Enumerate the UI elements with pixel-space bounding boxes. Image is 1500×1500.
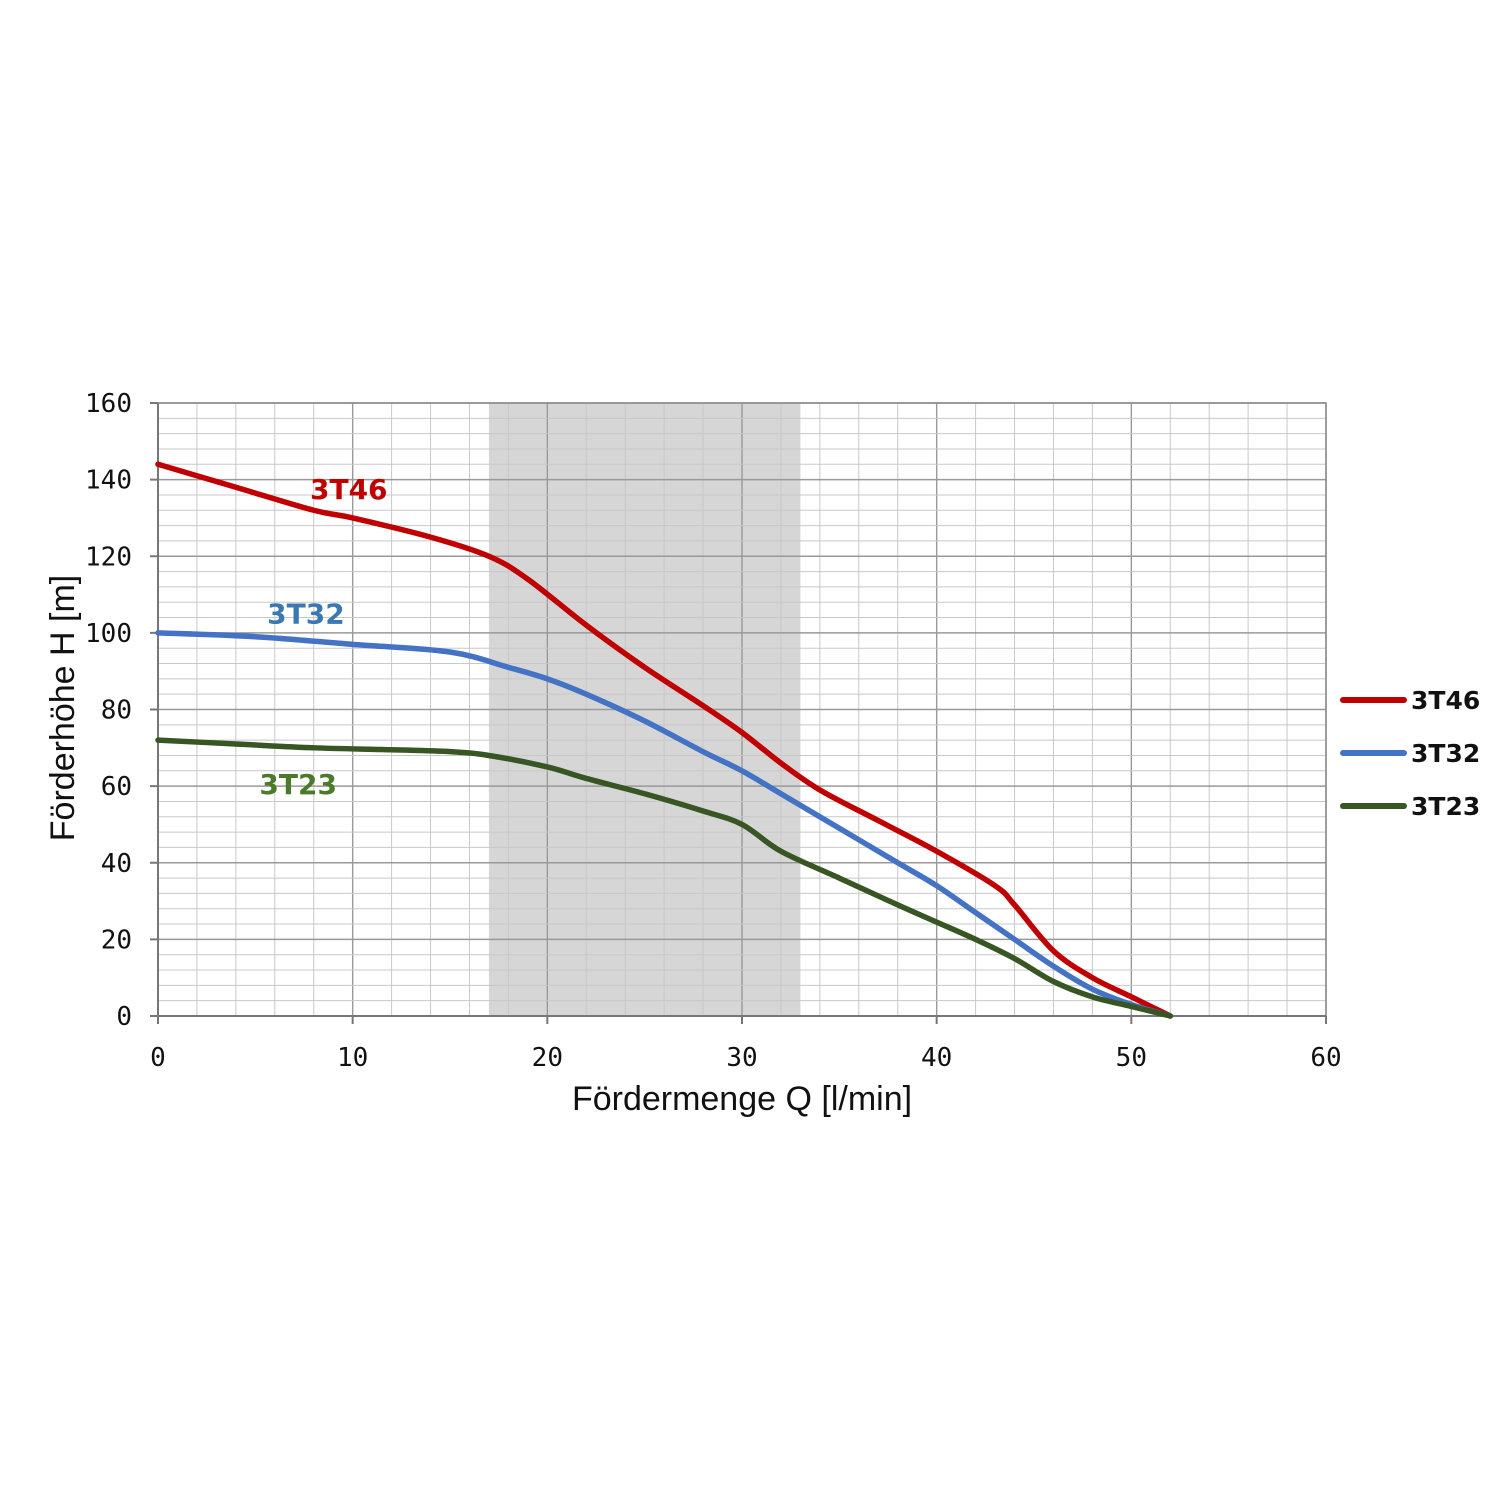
y-tick-label: 80 — [101, 696, 132, 726]
series-lines — [155, 461, 1174, 1019]
axes — [150, 402, 1327, 1024]
x-tick-label: 50 — [1116, 1043, 1147, 1073]
x-tick-label: 30 — [726, 1043, 757, 1073]
series-label-3t23: 3T23 — [259, 768, 337, 801]
y-tick-label: 160 — [85, 389, 132, 419]
series-line-3t32 — [155, 630, 1174, 1019]
legend-label-3t23: 3T23 — [1411, 792, 1480, 821]
y-tick-label: 40 — [101, 849, 132, 879]
series-line-3t23 — [155, 737, 1174, 1019]
x-tick-label: 20 — [532, 1043, 563, 1073]
series-line-3t46 — [155, 461, 1174, 1019]
x-tick-label: 10 — [337, 1043, 368, 1073]
series-label-3t46: 3T46 — [310, 473, 388, 506]
y-tick-label: 100 — [85, 619, 132, 649]
x-tick-label: 60 — [1310, 1043, 1341, 1073]
series-label-3t32: 3T32 — [267, 597, 345, 630]
y-tick-label: 120 — [85, 542, 132, 572]
legend-label-3t46: 3T46 — [1411, 686, 1480, 715]
series-labels: 3T46 3T32 3T23 — [259, 473, 387, 801]
y-tick-label: 0 — [116, 1002, 132, 1032]
tick-labels: 0 10 20 30 40 50 60 0 20 40 60 80 100 120 140 160 — [85, 389, 1342, 1073]
x-axis-title: Fördermenge Q [l/min] — [572, 1080, 912, 1118]
y-tick-label: 140 — [85, 466, 132, 496]
y-tick-label: 20 — [101, 925, 132, 955]
y-tick-label: 60 — [101, 772, 132, 802]
legend-label-3t32: 3T32 — [1411, 739, 1480, 768]
x-tick-label: 40 — [921, 1043, 952, 1073]
y-axis-title: Förderhöhe H [m] — [44, 575, 82, 841]
x-tick-label: 0 — [150, 1043, 166, 1073]
legend: 3T46 3T32 3T23 — [1340, 686, 1480, 821]
